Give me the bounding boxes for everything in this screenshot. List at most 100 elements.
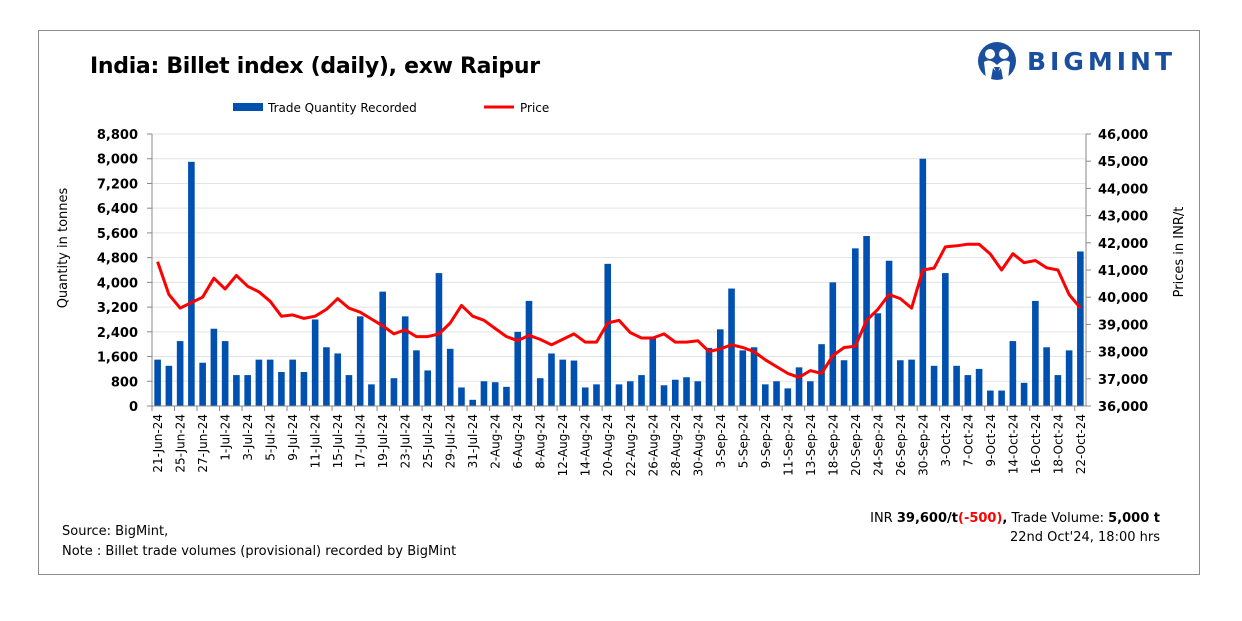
x-tick-label: 12-Aug-24: [556, 414, 570, 476]
x-tick-label: 9-Jul-24: [286, 414, 300, 461]
x-tick-label: 21-Jun-24: [151, 414, 165, 473]
quantity-bar: [795, 367, 803, 406]
quantity-bar: [953, 365, 960, 406]
quantity-bar: [165, 365, 173, 406]
quantity-bar: [897, 360, 904, 406]
quantity-bar: [930, 365, 938, 406]
price-change: (-500): [958, 511, 1003, 526]
x-tick-label: 8-Aug-24: [534, 414, 548, 469]
quantity-bar: [919, 158, 927, 406]
quantity-bar: [964, 375, 972, 406]
x-axis-ticks: 21-Jun-24 25-Jun-24 27-Jun-24 1-Jul-24 3-Jul…: [151, 414, 1088, 476]
left-axis-ticks: 0 800 1,600 2,400 3,200 4,000 4,800 5,600 6,400 7…: [97, 128, 138, 415]
quantity-bar: [987, 390, 994, 406]
quantity-bar: [278, 372, 285, 406]
quantity-bar: [491, 382, 499, 406]
right-tick-label: 39,000: [1098, 318, 1148, 333]
x-tick-label: 28-Aug-24: [669, 414, 683, 476]
quantity-bar: [525, 300, 533, 406]
legend-label-quantity: Trade Quantity Recorded: [267, 101, 417, 115]
quantity-bar: [188, 161, 195, 406]
quantity-bar: [311, 319, 319, 406]
left-tick-label: 0: [129, 400, 138, 415]
quantity-bar: [975, 368, 983, 406]
x-tick-label: 24-Sep-24: [871, 414, 885, 476]
quantity-bar: [480, 381, 488, 406]
right-tick-label: 36,000: [1098, 400, 1148, 415]
x-tick-label: 20-Sep-24: [849, 414, 863, 476]
quantity-bar: [581, 387, 589, 406]
quantity-bar: [401, 316, 409, 406]
quantity-bar: [503, 386, 510, 406]
right-axis-ticks: 36,000 37,000 38,000 39,000 40,000 41,000 42,0…: [1098, 128, 1148, 415]
quantity-bar: [379, 291, 386, 406]
quantity-bar: [334, 353, 341, 406]
quantity-bar: [638, 375, 645, 406]
left-axis-title: Quantity in tonnes: [56, 187, 71, 308]
quantity-bar: [998, 390, 1005, 406]
x-tick-label: 5-Jul-24: [264, 414, 278, 461]
quantity-bar: [649, 336, 657, 406]
x-tick-label: 3-Oct-24: [939, 414, 953, 467]
quantity-bar: [300, 372, 308, 406]
quantity-bar: [390, 378, 398, 406]
legend-bar-swatch: [233, 103, 263, 111]
quantity-bar: [514, 331, 522, 406]
left-tick-label: 6,400: [97, 202, 138, 217]
quantity-bar: [154, 359, 161, 406]
volume-label: Trade Volume:: [1011, 511, 1104, 526]
chart-frame: [38, 30, 1200, 575]
quantity-bar: [244, 375, 251, 406]
quantity-bar: [942, 273, 949, 406]
right-tick-label: 41,000: [1098, 264, 1148, 279]
x-tick-label: 18-Oct-24: [1051, 414, 1065, 474]
gridlines: [152, 133, 1086, 382]
chart-title: India: Billet index (daily), exw Raipur: [90, 54, 540, 79]
bar-series: [154, 158, 1084, 406]
quantity-bar: [221, 341, 229, 406]
left-tick-label: 800: [111, 375, 138, 390]
quantity-bar: [716, 329, 724, 406]
quantity-bar: [773, 381, 780, 406]
quantity-bar: [210, 328, 218, 406]
x-tick-label: 5-Sep-24: [736, 414, 750, 468]
quantity-bar: [266, 359, 274, 406]
current-price: 39,600/t: [896, 511, 958, 526]
x-tick-label: 7-Oct-24: [961, 414, 975, 467]
quantity-bar: [199, 362, 206, 406]
axes: [147, 133, 1091, 411]
x-tick-label: 16-Oct-24: [1029, 414, 1043, 474]
right-tick-label: 40,000: [1098, 291, 1148, 306]
note-text: Note : Billet trade volumes (provisional…: [62, 544, 457, 559]
quantity-bar: [908, 359, 915, 406]
quantity-bar: [671, 379, 679, 406]
x-tick-label: 2-Aug-24: [489, 414, 503, 469]
quantity-bar: [446, 348, 454, 406]
x-tick-label: 20-Aug-24: [601, 414, 615, 476]
x-tick-label: 9-Oct-24: [984, 414, 998, 467]
x-tick-label: 25-Jul-24: [421, 414, 435, 468]
separator: ,: [1002, 511, 1008, 526]
quantity-bar: [840, 360, 848, 406]
x-tick-label: 11-Sep-24: [781, 414, 795, 476]
left-tick-label: 8,800: [97, 128, 138, 143]
quantity-bar: [570, 360, 578, 406]
quantity-bar: [626, 381, 634, 406]
x-tick-label: 30-Sep-24: [916, 414, 930, 476]
quantity-bar: [683, 377, 690, 406]
quantity-bar: [807, 381, 814, 406]
left-tick-label: 2,400: [97, 326, 138, 341]
x-tick-label: 23-Jul-24: [399, 414, 413, 468]
x-tick-label: 9-Sep-24: [759, 414, 773, 468]
x-tick-label: 1-Jul-24: [219, 414, 233, 461]
x-tick-label: 3-Sep-24: [714, 414, 728, 468]
quantity-bar: [604, 263, 612, 406]
x-tick-label: 13-Sep-24: [804, 414, 818, 476]
quantity-bar: [424, 370, 431, 406]
quantity-bar: [536, 378, 544, 406]
x-tick-label: 22-Oct-24: [1074, 414, 1088, 474]
left-tick-label: 8,000: [97, 153, 138, 168]
bigmint-logo-icon: [978, 42, 1016, 80]
quantity-bar: [694, 381, 702, 406]
